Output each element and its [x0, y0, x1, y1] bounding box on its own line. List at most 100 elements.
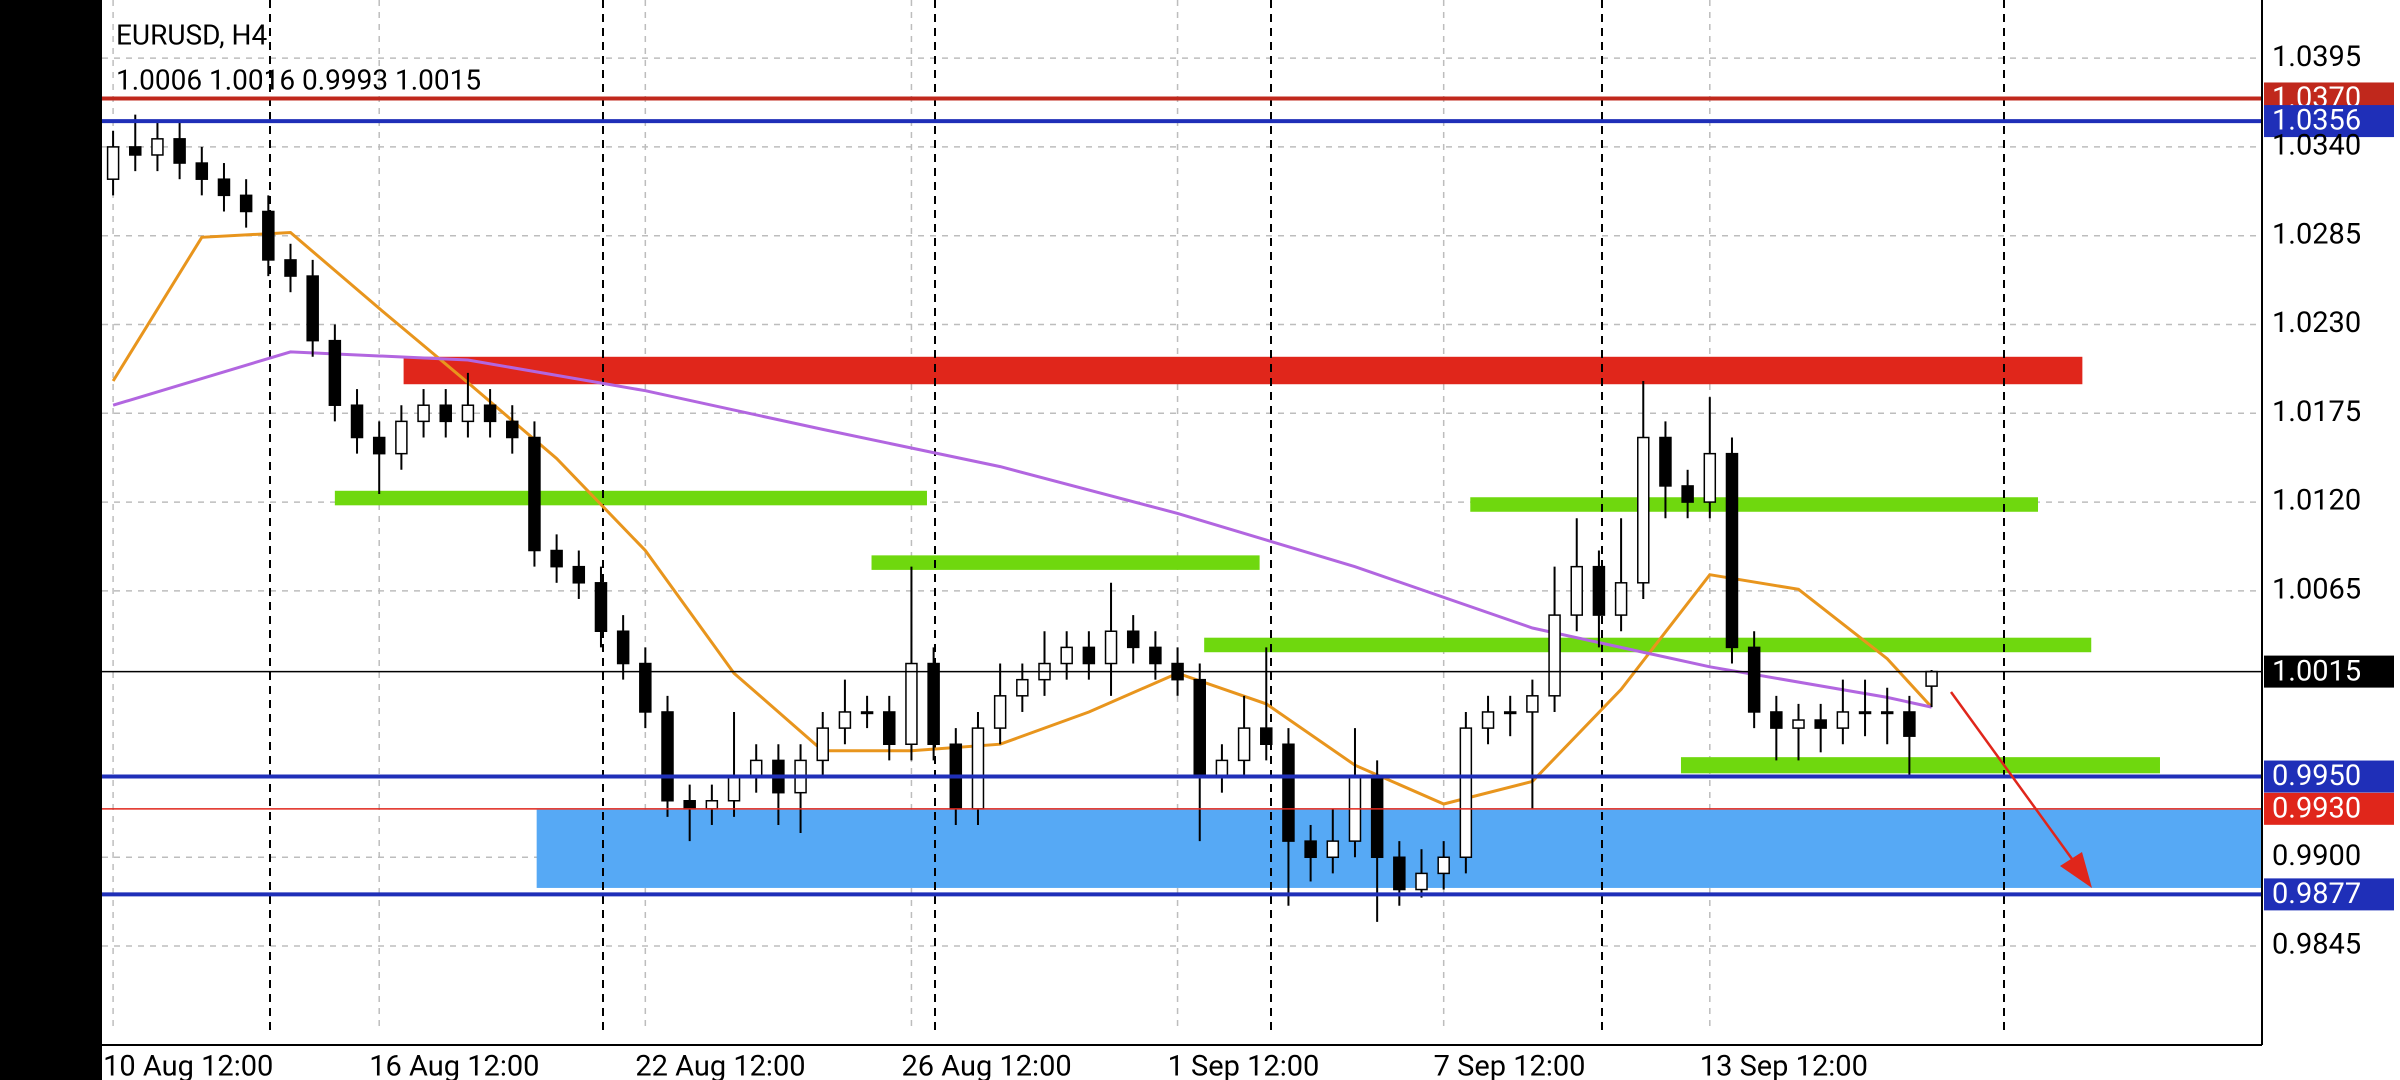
candle-body	[727, 775, 741, 802]
y-tick-label: 1.0120	[2272, 484, 2361, 518]
candle-body	[749, 759, 763, 778]
candle-body	[1880, 711, 1894, 715]
candle-body	[1082, 646, 1096, 665]
zone	[403, 356, 2083, 385]
candle-body	[129, 146, 142, 156]
candle-body	[1282, 743, 1295, 842]
candle-body	[616, 630, 630, 665]
candle-body	[860, 711, 874, 715]
chart-title: EURUSD, H4	[116, 18, 268, 51]
price-tag-label: 0.9930	[2272, 791, 2361, 825]
candle-body	[506, 420, 519, 439]
y-tick-label: 1.0230	[2272, 306, 2361, 340]
candle-body	[1903, 711, 1916, 737]
candle-body	[661, 711, 674, 802]
x-tick-label: 1 Sep 12:00	[1168, 1050, 1320, 1080]
x-tick-label: 26 Aug 12:00	[901, 1050, 1071, 1080]
candle-body	[1126, 630, 1140, 649]
candle-body	[1503, 711, 1517, 715]
y-tick-label: 1.0175	[2272, 395, 2361, 429]
candle-body	[1792, 719, 1805, 729]
candle-body	[306, 275, 319, 342]
candle-body	[1814, 719, 1827, 729]
y-tick-label: 0.9845	[2272, 928, 2361, 962]
x-tick-label: 10 Aug 12:00	[103, 1050, 273, 1080]
candle-body	[1681, 485, 1694, 503]
candle-body	[1637, 436, 1650, 584]
price-tag-label: 0.9950	[2272, 759, 2361, 793]
price-tag-label: 1.0015	[2272, 654, 2361, 688]
candle-body	[816, 727, 829, 762]
candle-body	[1925, 670, 1938, 687]
candle-body	[993, 695, 1007, 729]
price-tag	[2264, 878, 2394, 911]
candle-body	[328, 339, 342, 406]
candle-body	[883, 711, 896, 745]
candle-body	[461, 404, 475, 423]
candle-body	[1481, 711, 1495, 729]
zone	[334, 490, 927, 506]
candle-body	[1548, 614, 1561, 697]
x-tick-label: 7 Sep 12:00	[1434, 1050, 1586, 1080]
candle-body	[1836, 711, 1850, 729]
x-tick-label: 22 Aug 12:00	[635, 1050, 805, 1080]
candle-body	[1104, 630, 1118, 665]
candle-body	[1725, 452, 1739, 649]
zone	[1204, 637, 2092, 653]
candle-body	[1703, 452, 1717, 503]
candle-body	[1193, 678, 1206, 778]
candle-body	[683, 800, 696, 810]
candle-body	[528, 436, 541, 552]
period-separators	[269, 0, 2005, 1030]
arrow-head	[2060, 852, 2092, 888]
candle-body	[1659, 436, 1672, 487]
candle-body	[417, 404, 430, 423]
candle-body	[439, 404, 452, 423]
candle-body	[1016, 678, 1029, 697]
candle-body	[350, 404, 364, 439]
candle-body	[1592, 565, 1606, 616]
candle-body	[284, 259, 297, 277]
price-tag	[2264, 792, 2394, 825]
candle-body	[1326, 840, 1340, 859]
zone	[1680, 757, 2160, 774]
candle-body	[1459, 727, 1473, 859]
candle-body	[1858, 711, 1872, 715]
y-tick-label: 1.0065	[2272, 573, 2361, 607]
left-bezel	[0, 0, 102, 1080]
y-tick-label: 1.0340	[2272, 129, 2361, 163]
moving-average	[111, 230, 1933, 806]
candle-body	[151, 138, 164, 156]
y-tick-label: 1.0285	[2272, 217, 2361, 251]
candle-body	[1237, 727, 1251, 762]
candle-body	[1770, 711, 1783, 729]
candle-body	[1215, 759, 1229, 778]
price-tag	[2264, 655, 2394, 688]
price-tag-label: 1.0356	[2272, 104, 2361, 138]
arrow	[1949, 691, 2092, 888]
candle-body	[106, 146, 120, 180]
candle-body	[217, 178, 231, 197]
candle-body	[195, 162, 209, 180]
x-tick-label: 13 Sep 12:00	[1700, 1050, 1868, 1080]
ohlc-readout: 1.0006 1.0016 0.9993 1.0015	[116, 63, 481, 96]
candle-body	[173, 138, 186, 164]
y-tick-label: 0.9900	[2272, 839, 2361, 873]
zone	[871, 555, 1260, 570]
candle-body	[927, 662, 940, 745]
candle-body	[1149, 646, 1162, 665]
candle-body	[1415, 872, 1428, 891]
price-tag	[2264, 760, 2394, 793]
x-tick-label: 16 Aug 12:00	[369, 1050, 539, 1080]
zone	[1470, 497, 2039, 512]
candle-body	[372, 436, 386, 455]
candle-body	[395, 420, 408, 455]
price-tag-label: 0.9877	[2272, 877, 2361, 911]
y-tick-label: 1.0395	[2272, 40, 2361, 74]
candle-body	[1570, 565, 1583, 616]
candle-body	[1393, 856, 1406, 891]
